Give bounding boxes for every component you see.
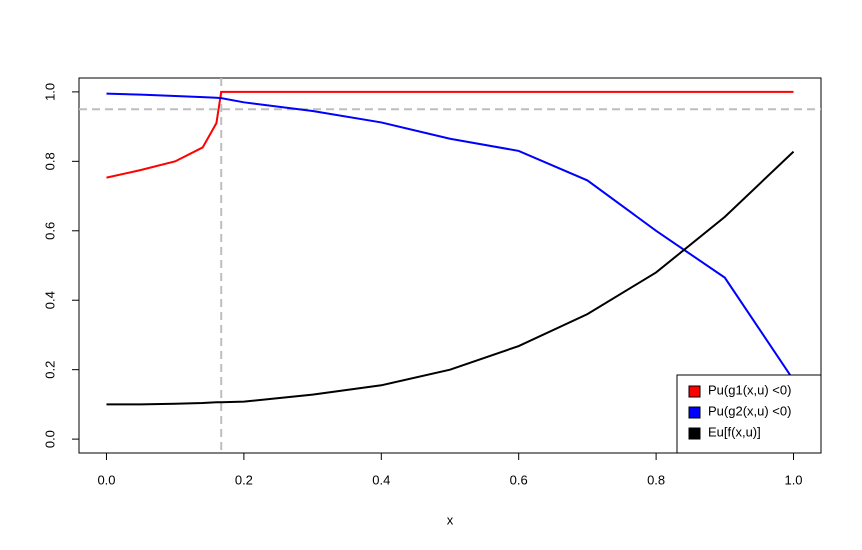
x-tick-label: 0.4 [372,472,390,487]
y-tick-label: 0.0 [42,430,57,448]
series-line [106,150,795,406]
x-tick-label: 0.2 [235,472,253,487]
y-tick-label: 0.2 [42,361,57,379]
x-axis-label: x [447,512,454,527]
series-line [106,92,795,381]
y-tick-label: 0.6 [42,222,57,240]
y-tick-label: 1.0 [42,83,57,101]
y-tick-label: 0.8 [42,152,57,170]
x-tick-label: 0.8 [647,472,665,487]
legend-swatch [688,385,701,398]
x-tick-label: 0.0 [97,472,115,487]
x-tick-label: 1.0 [784,472,802,487]
legend-swatch [688,406,701,419]
series-line [106,90,794,179]
legend-label: Pu(g1(x,u) <0) [708,382,791,397]
y-tick-label: 0.4 [42,291,57,309]
legend-label: Pu(g2(x,u) <0) [708,403,791,418]
legend-swatch [688,427,701,440]
legend-box [676,374,822,454]
x-tick-label: 0.6 [510,472,528,487]
legend-label: Eu[f(x,u)] [708,424,761,439]
